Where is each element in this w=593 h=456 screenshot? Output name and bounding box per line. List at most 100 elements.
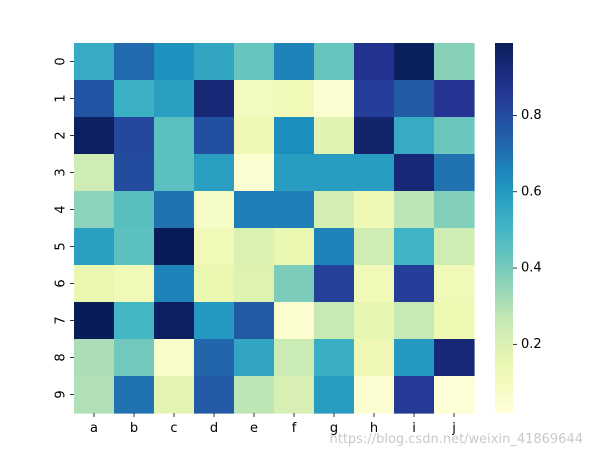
heatmap-cell-1-c	[154, 80, 195, 118]
watermark-text: https://blog.csdn.net/weixin_41869644	[329, 432, 583, 447]
heatmap-cell-2-i	[394, 117, 435, 155]
heatmap-cell-2-j	[434, 117, 475, 155]
heatmap-cell-8-b	[114, 339, 155, 377]
x-tick-label: e	[250, 421, 258, 436]
heatmap-cell-4-b	[114, 191, 155, 229]
colorbar-ticks: 0.2 0.4 0.6 0.8	[513, 108, 542, 352]
y-axis: 0 1 2 3 4 5 6 7 8 9	[54, 57, 74, 399]
heatmap-cell-3-h	[354, 154, 395, 192]
heatmap-cell-5-d	[194, 228, 235, 266]
heatmap-cell-3-f	[274, 154, 315, 192]
heatmap-cell-4-d	[194, 191, 235, 229]
heatmap-cell-6-j	[434, 265, 475, 303]
y-tick-label: 8	[54, 353, 69, 361]
y-tick-label: 4	[54, 205, 69, 213]
heatmap-cell-4-e	[234, 191, 275, 229]
y-tick-label: 6	[54, 279, 69, 287]
y-tick-label: 7	[54, 316, 69, 324]
heatmap-cell-3-d	[194, 154, 235, 192]
heatmap-cell-4-i	[394, 191, 435, 229]
heatmap-cell-7-h	[354, 302, 395, 340]
heatmap-cell-0-c	[154, 43, 195, 81]
heatmap-cell-5-e	[234, 228, 275, 266]
heatmap-cell-9-f	[274, 376, 315, 414]
heatmap-cell-5-g	[314, 228, 355, 266]
heatmap-cell-9-g	[314, 376, 355, 414]
y-tick-label: 3	[54, 168, 69, 176]
heatmap-cell-7-b	[114, 302, 155, 340]
heatmap-cell-1-e	[234, 80, 275, 118]
colorbar: 0.2 0.4 0.6 0.8	[495, 43, 542, 413]
x-tick-label: d	[210, 421, 218, 436]
heatmap-cell-1-b	[114, 80, 155, 118]
heatmap-cell-3-c	[154, 154, 195, 192]
heatmap-cell-6-h	[354, 265, 395, 303]
heatmap-cell-7-f	[274, 302, 315, 340]
x-tick-label: j	[451, 421, 456, 436]
heatmap-cell-0-f	[274, 43, 315, 81]
x-tick-label: b	[130, 421, 138, 436]
heatmap-cell-7-i	[394, 302, 435, 340]
heatmap-cell-3-b	[114, 154, 155, 192]
heatmap-cell-2-a	[74, 117, 115, 155]
heatmap-cell-5-a	[74, 228, 115, 266]
heatmap-cell-3-a	[74, 154, 115, 192]
heatmap-cell-0-j	[434, 43, 475, 81]
x-tick-label: h	[370, 421, 378, 436]
heatmap-cell-8-e	[234, 339, 275, 377]
heatmap-cell-0-h	[354, 43, 395, 81]
heatmap-cell-1-g	[314, 80, 355, 118]
heatmap-cell-2-f	[274, 117, 315, 155]
heatmap-cell-8-d	[194, 339, 235, 377]
heatmap-cell-8-g	[314, 339, 355, 377]
heatmap-cell-8-f	[274, 339, 315, 377]
x-tick-label: f	[292, 421, 297, 436]
y-tick-label: 1	[54, 94, 69, 102]
heatmap-cell-5-b	[114, 228, 155, 266]
heatmap-cell-0-e	[234, 43, 275, 81]
heatmap-cell-7-e	[234, 302, 275, 340]
heatmap-cell-8-a	[74, 339, 115, 377]
heatmap-cells	[74, 43, 475, 414]
colorbar-tick-label: 0.6	[521, 184, 542, 199]
heatmap-cell-0-g	[314, 43, 355, 81]
y-tick-label: 2	[54, 131, 69, 139]
x-tick-label: a	[90, 421, 98, 436]
heatmap-cell-4-a	[74, 191, 115, 229]
heatmap-cell-4-c	[154, 191, 195, 229]
heatmap-cell-0-d	[194, 43, 235, 81]
heatmap-cell-3-j	[434, 154, 475, 192]
heatmap-cell-4-j	[434, 191, 475, 229]
heatmap-cell-9-b	[114, 376, 155, 414]
heatmap-cell-1-h	[354, 80, 395, 118]
heatmap-cell-2-d	[194, 117, 235, 155]
heatmap-cell-8-i	[394, 339, 435, 377]
heatmap-cell-2-g	[314, 117, 355, 155]
heatmap-cell-3-e	[234, 154, 275, 192]
heatmap-cell-7-g	[314, 302, 355, 340]
x-tick-label: g	[330, 421, 338, 436]
heatmap-cell-6-a	[74, 265, 115, 303]
x-axis: a b c d e f g h i j	[90, 413, 456, 436]
heatmap-cell-2-c	[154, 117, 195, 155]
colorbar-tick-label: 0.8	[521, 108, 542, 123]
x-tick-label: i	[412, 421, 416, 436]
heatmap-cell-1-i	[394, 80, 435, 118]
heatmap-cell-1-a	[74, 80, 115, 118]
y-tick-label: 9	[54, 390, 69, 398]
heatmap-cell-3-g	[314, 154, 355, 192]
heatmap-cell-7-a	[74, 302, 115, 340]
heatmap-cell-9-d	[194, 376, 235, 414]
heatmap-cell-5-f	[274, 228, 315, 266]
heatmap-cell-5-i	[394, 228, 435, 266]
heatmap-cell-1-d	[194, 80, 235, 118]
heatmap-cell-7-c	[154, 302, 195, 340]
heatmap-cell-8-c	[154, 339, 195, 377]
heatmap-cell-0-a	[74, 43, 115, 81]
colorbar-gradient	[495, 43, 513, 413]
y-tick-label: 0	[54, 57, 69, 65]
heatmap-cell-4-h	[354, 191, 395, 229]
heatmap-cell-7-j	[434, 302, 475, 340]
heatmap-cell-6-e	[234, 265, 275, 303]
heatmap-cell-5-h	[354, 228, 395, 266]
